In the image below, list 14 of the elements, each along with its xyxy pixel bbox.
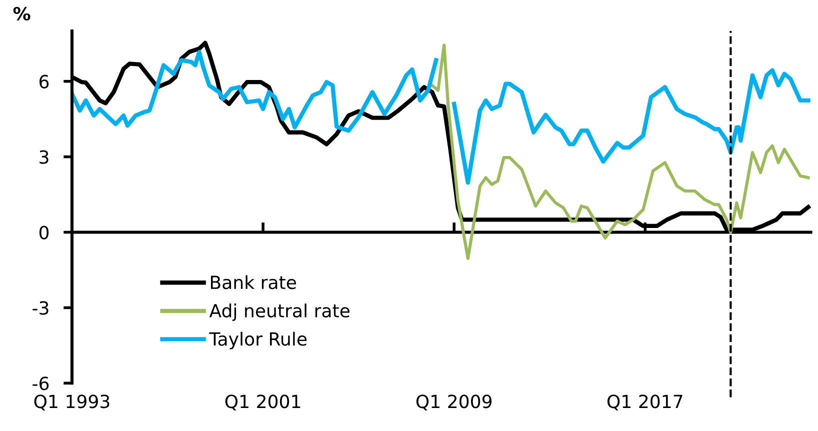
x-tick-label: Q1 1993 [34, 394, 110, 410]
y-tick-label: -6 [32, 376, 49, 390]
x-tick-label: Q1 2001 [225, 394, 300, 410]
legend-label: Bank rate [210, 275, 296, 290]
y-tick-label: 3 [40, 150, 48, 164]
x-tick-label: Q1 2017 [607, 394, 682, 410]
x-tick-label: Q1 2009 [416, 394, 492, 410]
legend-label: Taylor Rule [209, 332, 307, 350]
line-series [430, 44, 810, 260]
y-tick-label: -3 [32, 301, 48, 315]
y-tick-label: 0 [39, 226, 49, 240]
legend-label: Adj neutral rate [209, 304, 350, 321]
y-tick-label: 6 [40, 74, 49, 88]
y-axis-title: % [13, 6, 30, 20]
